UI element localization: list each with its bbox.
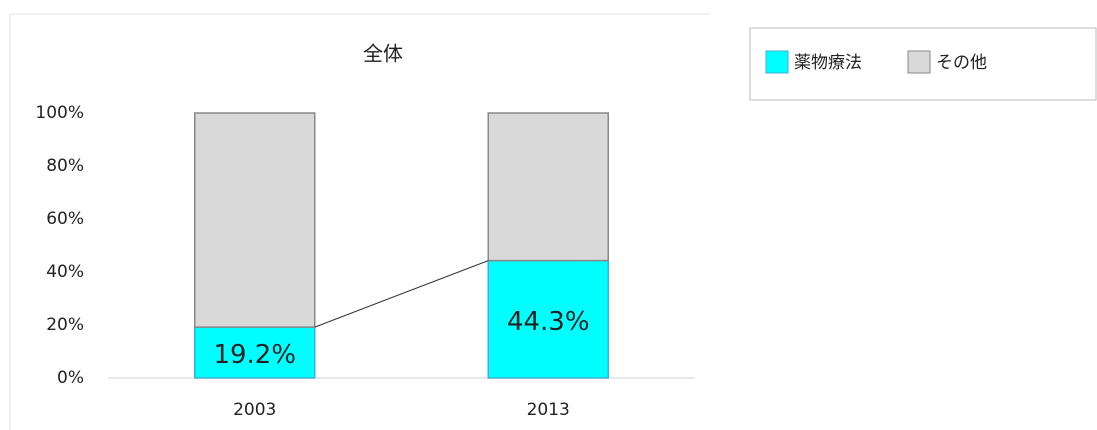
legend-label: その他: [936, 53, 987, 73]
bar-segment: [194, 112, 316, 328]
y-tick-label: 60%: [46, 209, 84, 229]
bar-segment: [487, 259, 609, 379]
y-tick-label: 0%: [57, 368, 84, 388]
legend-label: 薬物療法: [794, 53, 862, 73]
y-tick-label: 80%: [46, 156, 84, 176]
data-label: 19.2%: [213, 340, 296, 370]
x-tick-label: 2003: [233, 400, 276, 420]
chart-title: 全体: [363, 42, 403, 66]
x-tick-label: 2013: [527, 400, 570, 420]
y-tick-label: 40%: [46, 262, 84, 282]
y-tick-label: 100%: [35, 103, 84, 123]
bar-segment: [487, 112, 609, 262]
data-label: 44.3%: [507, 307, 590, 337]
y-tick-label: 20%: [46, 315, 84, 335]
legend-swatch: [765, 50, 789, 74]
series-line: [314, 260, 489, 328]
legend-swatch: [907, 50, 931, 74]
